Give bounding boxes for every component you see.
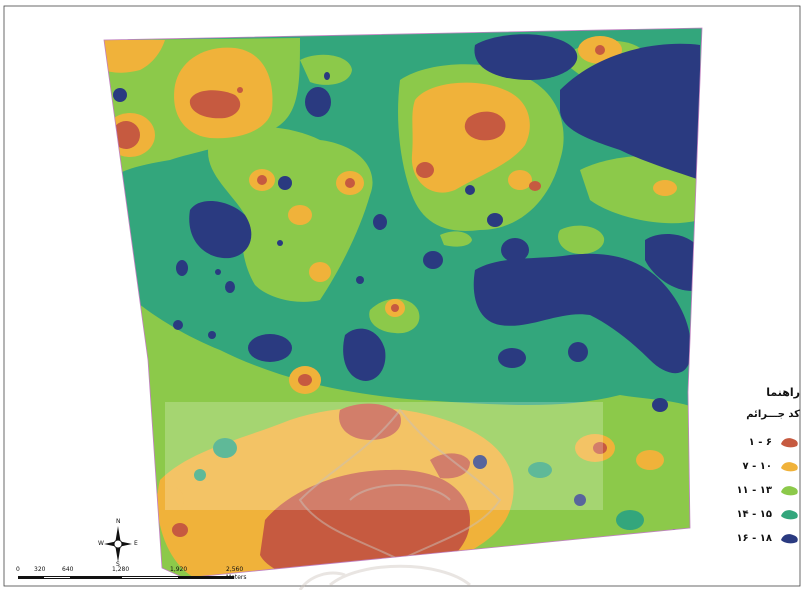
legend-item: ۱۳ - ۱۱	[722, 478, 800, 502]
legend-item: ۱۰ - ۷	[722, 454, 800, 478]
compass-rose-icon	[104, 526, 132, 562]
legend-label: ۱۳ - ۱۱	[736, 484, 772, 496]
class-16-18-zones	[113, 34, 700, 541]
legend-swatch-icon	[780, 436, 800, 448]
scale-bar: 0 320 640 1,280 1,920 2,560 Meters	[16, 566, 256, 586]
legend-label: ۱۵ - ۱۴	[736, 508, 772, 520]
scale-tick: 1,280	[112, 566, 130, 573]
legend-swatch-icon	[780, 460, 800, 472]
legend-item: ۱۵ - ۱۴	[722, 502, 800, 526]
scale-segment	[122, 576, 178, 579]
compass-e-label: E	[134, 540, 138, 547]
legend-items: ۶ - ۱ ۱۰ - ۷ ۱۳ - ۱۱ ۱۵ - ۱۴ ۱۸ - ۱۶	[722, 430, 800, 550]
legend-swatch-icon	[780, 484, 800, 496]
legend-item: ۶ - ۱	[722, 430, 800, 454]
scale-tick: 2,560	[226, 566, 244, 573]
scale-tick: 640	[62, 566, 74, 573]
scale-segment	[70, 576, 122, 579]
watermark-logo-outside	[298, 564, 471, 591]
legend-item: ۱۸ - ۱۶	[722, 526, 800, 550]
legend-swatch-icon	[780, 532, 800, 544]
scale-segment	[44, 576, 70, 579]
watermark-panel	[165, 402, 603, 510]
scale-unit: Meters	[226, 574, 247, 581]
scale-segment	[178, 576, 234, 579]
map-legend: راهنما کد جـــرائم ۶ - ۱ ۱۰ - ۷ ۱۳ - ۱۱ ۱۵ …	[722, 386, 800, 550]
scale-tick: 0	[16, 566, 20, 573]
study-area-boundary	[103, 27, 703, 579]
class-14-15-islands	[194, 438, 644, 530]
legend-title: راهنما	[766, 386, 800, 399]
map-frame-border	[3, 5, 801, 587]
scale-tick: 320	[34, 566, 46, 573]
legend-subtitle: کد جـــرائم	[746, 409, 800, 420]
compass-n-label: N	[116, 518, 121, 525]
legend-label: ۶ - ۱	[748, 436, 772, 448]
scale-tick: 1,920	[170, 566, 188, 573]
compass-w-label: W	[98, 540, 104, 547]
legend-label: ۱۸ - ۱۶	[736, 532, 772, 544]
compass-s-label: S	[116, 561, 120, 568]
legend-swatch-icon	[780, 508, 800, 520]
study-area	[104, 28, 702, 578]
north-arrow: N S E W	[98, 518, 138, 568]
legend-label: ۱۰ - ۷	[742, 460, 772, 472]
scale-segment	[18, 576, 44, 579]
